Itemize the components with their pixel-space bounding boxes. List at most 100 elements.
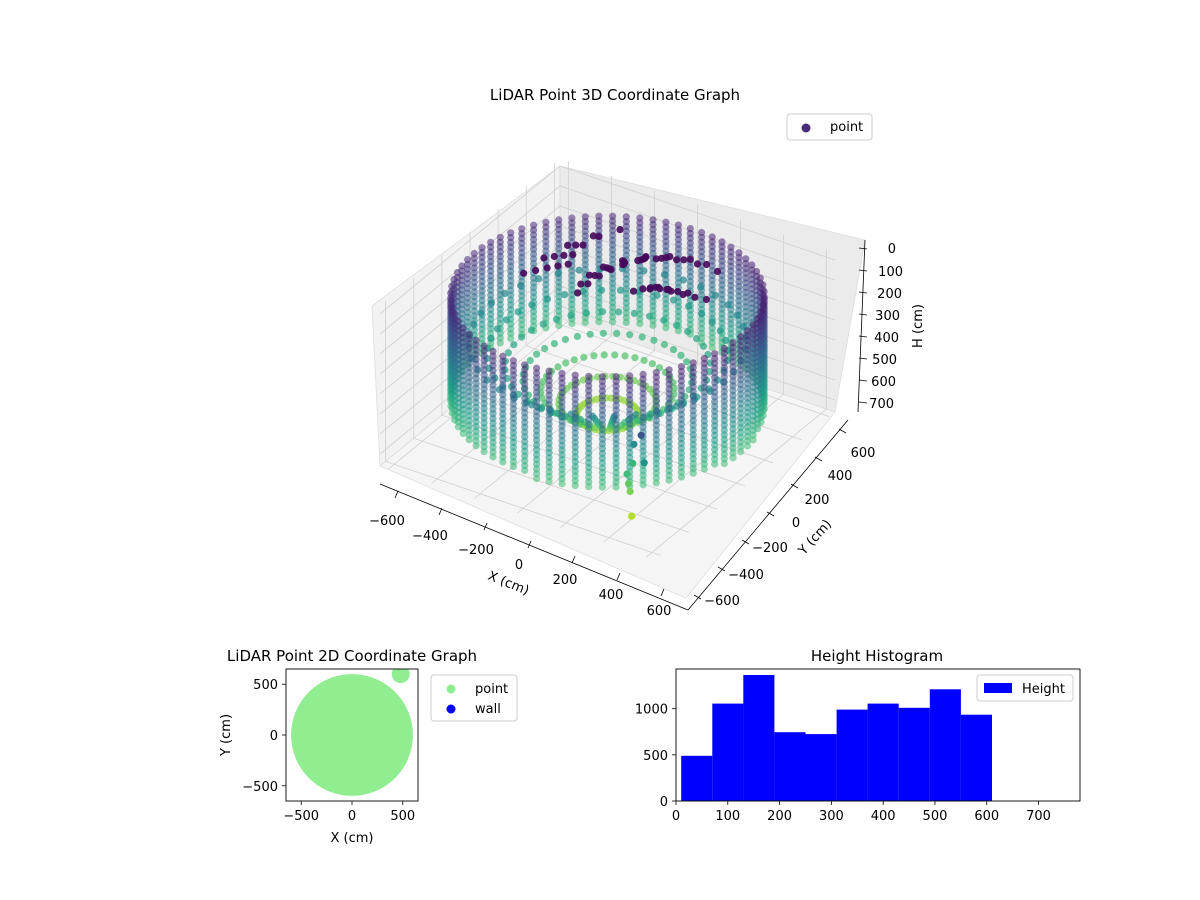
- point-3d: [595, 232, 603, 241]
- legend-2d-label-point: point: [475, 682, 508, 697]
- point-cloud-lobe: [391, 669, 410, 684]
- point-3d: [538, 394, 546, 402]
- point-3d: [729, 454, 737, 462]
- point-3d: [638, 333, 646, 341]
- point-3d: [640, 267, 648, 275]
- point-3d: [679, 276, 688, 284]
- point-3d: [550, 252, 558, 261]
- point-3d: [733, 311, 741, 319]
- z-tick: [858, 291, 868, 294]
- point-3d: [673, 256, 681, 264]
- x-tick-label-2d: 0: [348, 809, 356, 824]
- chart-2d: LiDAR Point 2D Coordinate Graph −500 0 500…: [219, 647, 518, 846]
- point-3d: [667, 287, 675, 295]
- point-3d: [632, 411, 640, 419]
- point-3d: [554, 262, 562, 270]
- grid-line-x: [388, 160, 569, 470]
- x-tick-label-histogram: 400: [871, 809, 896, 824]
- point-3d: [558, 480, 566, 488]
- point-3d: [520, 269, 528, 277]
- z-tick: [858, 357, 868, 360]
- x-tick: [394, 490, 399, 499]
- point-3d: [517, 281, 525, 289]
- chart-3d: LiDAR Point 3D Coordinate Graph −600 −40…: [369, 86, 926, 619]
- point-3d: [533, 350, 541, 358]
- point-3d: [649, 321, 657, 329]
- x-axis-label-2d: X (cm): [331, 831, 374, 846]
- point-3d: [652, 255, 660, 263]
- point-3d: [561, 335, 570, 344]
- y-tick-label: −200: [752, 541, 788, 556]
- point-3d: [567, 311, 575, 320]
- z-tick: [858, 313, 868, 316]
- outlier-point-3d: [630, 440, 638, 448]
- point-3d: [510, 341, 518, 349]
- x-tick: [660, 588, 665, 597]
- point-3d: [611, 351, 619, 359]
- legend-3d-frame: [786, 113, 873, 141]
- legend-3d: point: [786, 113, 873, 141]
- chart-3d-title: LiDAR Point 3D Coordinate Graph: [490, 86, 740, 104]
- x-tick: [616, 572, 621, 581]
- y-axis-label: Y (cm): [795, 517, 835, 559]
- point-3d: [499, 458, 507, 466]
- point-3d: [684, 327, 692, 336]
- point-3d: [646, 284, 655, 292]
- point-3d: [646, 410, 654, 418]
- point-3d: [674, 327, 683, 335]
- point-3d: [459, 429, 467, 437]
- x-tick-label-histogram: 600: [974, 809, 999, 824]
- histogram-bar: [929, 689, 961, 801]
- histogram-bar: [805, 734, 837, 801]
- y-tick-label-2d: 500: [253, 678, 278, 693]
- z-tick: [858, 335, 868, 338]
- point-3d: [595, 318, 603, 326]
- point-3d: [634, 416, 642, 425]
- z-tick: [858, 401, 868, 404]
- x-tick-label-histogram: 300: [819, 809, 844, 824]
- ticks-histogram: 0 100 200 300 400 500 600 700 0 500 1000: [635, 703, 1051, 824]
- point-3d: [569, 251, 577, 259]
- point-3d: [570, 356, 578, 364]
- point-3d: [574, 289, 582, 297]
- z-tick-label: 500: [872, 353, 897, 368]
- x-tick-label-histogram: 700: [1026, 809, 1051, 824]
- point-3d: [680, 256, 688, 264]
- point-3d: [630, 309, 639, 317]
- point-3d: [674, 287, 682, 296]
- point-3d: [677, 351, 685, 359]
- point-3d: [472, 442, 480, 450]
- point-3d: [580, 353, 588, 361]
- point-3d: [598, 286, 606, 294]
- point-3d: [584, 280, 592, 288]
- point-3d: [650, 336, 658, 344]
- point-3d: [545, 477, 553, 486]
- z-tick: [858, 269, 868, 272]
- point-3d: [573, 332, 582, 340]
- point-3d: [626, 331, 634, 339]
- histogram-bar: [712, 703, 744, 801]
- point-3d: [708, 318, 716, 326]
- point-3d: [737, 448, 745, 456]
- z-tick-label: 100: [878, 265, 903, 280]
- x-tick: [438, 507, 443, 516]
- point-3d: [700, 465, 708, 473]
- grid-line-x: [603, 234, 784, 543]
- point-3d: [555, 321, 563, 330]
- x-tick: [483, 522, 488, 531]
- point-3d: [615, 308, 623, 316]
- x-tick-label-2d: −500: [283, 809, 319, 824]
- legend-histogram: Height: [976, 674, 1074, 702]
- x-tick: [527, 540, 532, 549]
- point-3d: [581, 318, 589, 326]
- x-axis-label: X (cm): [486, 569, 531, 599]
- histogram-bar: [836, 709, 868, 801]
- point-3d: [502, 316, 511, 324]
- legend-2d-marker-point: [446, 684, 456, 694]
- x-tick-label: −400: [412, 529, 448, 544]
- point-3d: [560, 251, 568, 259]
- point-3d: [477, 309, 485, 317]
- point-3d: [658, 254, 666, 262]
- legend-3d-marker: [801, 123, 811, 133]
